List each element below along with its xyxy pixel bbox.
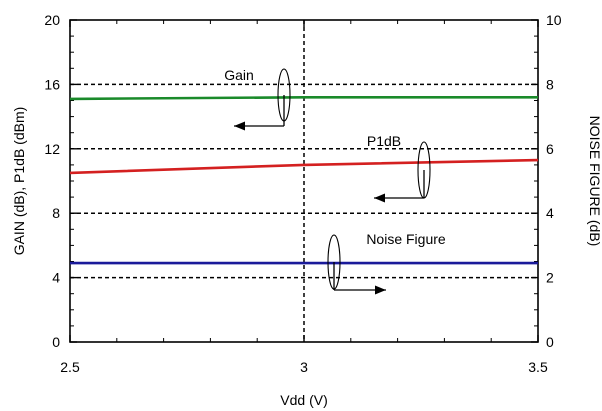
gain-annot-label: Gain — [224, 67, 254, 83]
y-right-tick-label: 0 — [546, 334, 554, 350]
grid — [70, 20, 538, 342]
y-right-tick-label: 8 — [546, 76, 554, 92]
y-axis-right-label: NOISE FIGURE (dB) — [587, 116, 602, 247]
x-tick-label: 3.5 — [528, 359, 548, 375]
y-right-tick-label: 6 — [546, 141, 554, 157]
ticks: 0 4 8 12 16 20 0 2 4 6 8 10 2.5 3 3.5 — [44, 12, 561, 375]
y-right-tick-label: 10 — [546, 12, 562, 28]
nf-annot-arrow-head — [375, 285, 386, 295]
x-axis-label: Vdd (V) — [280, 392, 327, 408]
y-left-tick-label: 4 — [52, 270, 60, 286]
nf-annot-label: Noise Figure — [366, 231, 446, 247]
p1db-line — [69, 158, 539, 175]
gain-line — [69, 96, 538, 101]
y-left-tick-label: 8 — [52, 205, 60, 221]
y-right-tick-label: 2 — [546, 270, 554, 286]
gain-annot-arrow-head — [234, 121, 245, 131]
y-left-tick-label: 16 — [44, 76, 60, 92]
y-axis-left-label: GAIN (dB), P1dB (dBm) — [11, 107, 27, 256]
p1db-annot-arrow-head — [374, 193, 385, 203]
p1db-annot-label: P1dB — [367, 133, 401, 149]
y-right-tick-label: 4 — [546, 205, 554, 221]
x-tick-label: 2.5 — [60, 359, 80, 375]
y-left-tick-label: 20 — [44, 12, 60, 28]
y-left-tick-label: 12 — [44, 141, 60, 157]
x-tick-label: 3 — [300, 359, 308, 375]
series-lines — [69, 96, 539, 265]
y-left-tick-label: 0 — [52, 334, 60, 350]
annotations: Gain P1dB Noise Figure — [224, 67, 446, 295]
